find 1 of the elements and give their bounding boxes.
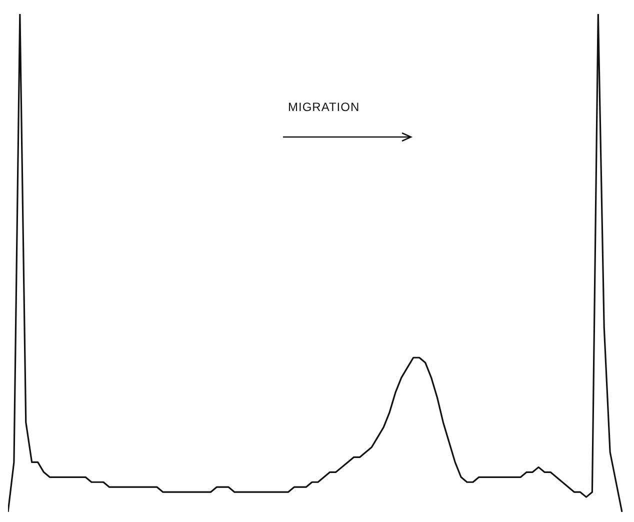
annotation: MIGRATION xyxy=(288,100,360,114)
